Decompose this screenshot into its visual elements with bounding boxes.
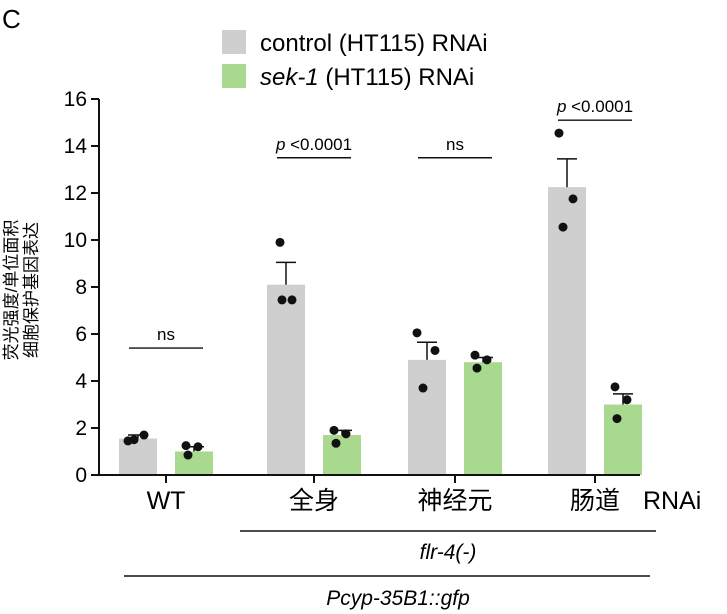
significance-p-1: p	[275, 135, 285, 154]
data-point-1-2-0	[470, 350, 480, 360]
legend: control (HT115) RNAi sek-1 (HT115) RNAi	[222, 30, 488, 91]
legend-swatch-sek1	[222, 64, 246, 88]
bar-sek1-3	[604, 404, 642, 475]
y-tick-label-12: 12	[64, 182, 87, 205]
legend-label-control-prefix: control	[260, 30, 332, 57]
bar-sek1-1	[323, 435, 361, 475]
data-point-0-3-1	[568, 194, 578, 204]
data-point-0-1-0	[275, 237, 285, 247]
significance-p-3: p	[556, 97, 566, 116]
y-axis-label-line1: 荧光强度/单位面积	[2, 220, 21, 361]
data-point-1-3-1	[622, 395, 632, 405]
legend-swatch-control	[222, 30, 246, 54]
bar-control-2	[408, 359, 446, 475]
x-axis-title-rnai: RNAi	[643, 487, 701, 515]
data-point-0-2-0	[412, 328, 422, 338]
bar-sek1-2	[464, 362, 502, 475]
bar-control-0	[119, 438, 157, 475]
significance-layer: ns p <0.0001 ns p <0.0001	[129, 97, 633, 349]
y-tick-label-6: 6	[75, 323, 87, 346]
x-category-label-3: 肠道	[570, 487, 620, 515]
bar-sek1-0	[175, 451, 213, 475]
y-tick-label-16: 16	[64, 88, 87, 111]
data-point-0-0-2	[129, 435, 139, 445]
data-point-1-3-2	[612, 414, 622, 424]
y-tick-label-0: 0	[75, 464, 87, 487]
data-point-0-3-0	[554, 128, 564, 138]
y-tick-label-8: 8	[75, 276, 87, 299]
data-point-0-3-2	[558, 222, 568, 232]
data-point-1-3-0	[610, 382, 620, 392]
legend-label-sek1: sek-1 (HT115) RNAi	[260, 64, 474, 91]
y-tick-label-4: 4	[75, 370, 87, 393]
bar-control-1	[267, 284, 305, 475]
data-point-1-1-1	[341, 429, 351, 439]
data-point-0-1-2	[277, 295, 287, 305]
reporter-group-label: Pcyp-35B1::gfp	[326, 587, 470, 610]
legend-label-sek1-suffix: (HT115) RNAi	[319, 64, 475, 91]
bar-control-3	[548, 187, 586, 475]
y-tick-label-14: 14	[64, 135, 88, 158]
significance-value-3: <0.0001	[566, 97, 633, 116]
data-point-1-0-0	[181, 441, 191, 451]
significance-label-2: ns	[446, 135, 464, 154]
x-category-label-2: 神经元	[417, 487, 492, 515]
data-point-0-2-1	[430, 345, 440, 355]
y-tick-label-10: 10	[64, 229, 87, 252]
data-point-0-0-1	[139, 430, 149, 440]
legend-label-control-suffix: (HT115) RNAi	[332, 30, 488, 57]
data-point-1-2-1	[482, 355, 492, 365]
data-point-1-1-0	[329, 425, 339, 435]
y-tick-label-2: 2	[75, 417, 87, 440]
legend-label-sek1-prefix: sek-1	[260, 64, 319, 91]
x-category-label-1: 全身	[289, 487, 339, 515]
significance-value-1: <0.0001	[285, 135, 352, 154]
x-category-label-0: WT	[147, 487, 186, 515]
data-point-1-0-2	[183, 450, 193, 460]
data-point-1-2-2	[472, 363, 482, 373]
axes-layer: 0 2 4 6 8 10 12 14 16 WT 全身 神经元 肠道	[64, 88, 640, 515]
significance-label-3: p <0.0001	[556, 97, 633, 116]
panel-letter: C	[2, 4, 21, 34]
data-point-1-0-1	[193, 442, 203, 452]
data-point-0-2-2	[418, 383, 428, 393]
data-point-1-1-2	[331, 438, 341, 448]
data-point-0-1-1	[287, 295, 297, 305]
flr4-group-label: flr-4(-)	[420, 541, 477, 564]
significance-label-1: p <0.0001	[275, 135, 352, 154]
y-axis-label: 荧光强度/单位面积 细胞保护基因表达	[2, 220, 41, 361]
data-points-layer	[123, 128, 632, 460]
y-axis-label-line2: 细胞保护基因表达	[22, 222, 41, 358]
significance-label-0: ns	[157, 325, 175, 344]
legend-label-control: control (HT115) RNAi	[260, 30, 488, 57]
